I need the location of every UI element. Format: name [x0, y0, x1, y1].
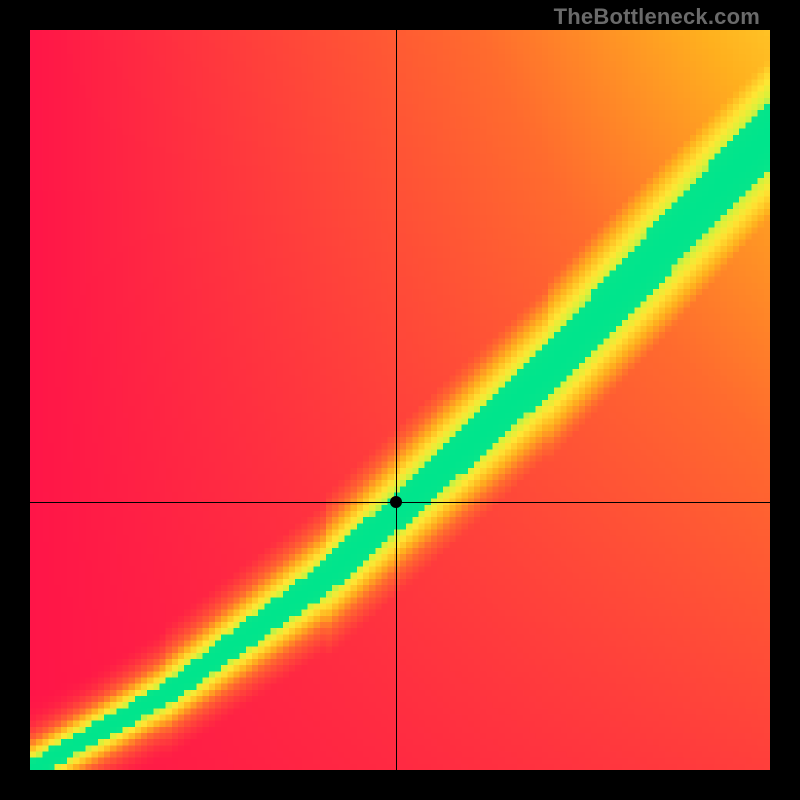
crosshair-marker: [390, 496, 402, 508]
watermark-text: TheBottleneck.com: [554, 4, 760, 30]
crosshair-vertical: [396, 30, 397, 770]
heatmap-canvas: [30, 30, 770, 770]
heatmap-plot-area: [30, 30, 770, 770]
